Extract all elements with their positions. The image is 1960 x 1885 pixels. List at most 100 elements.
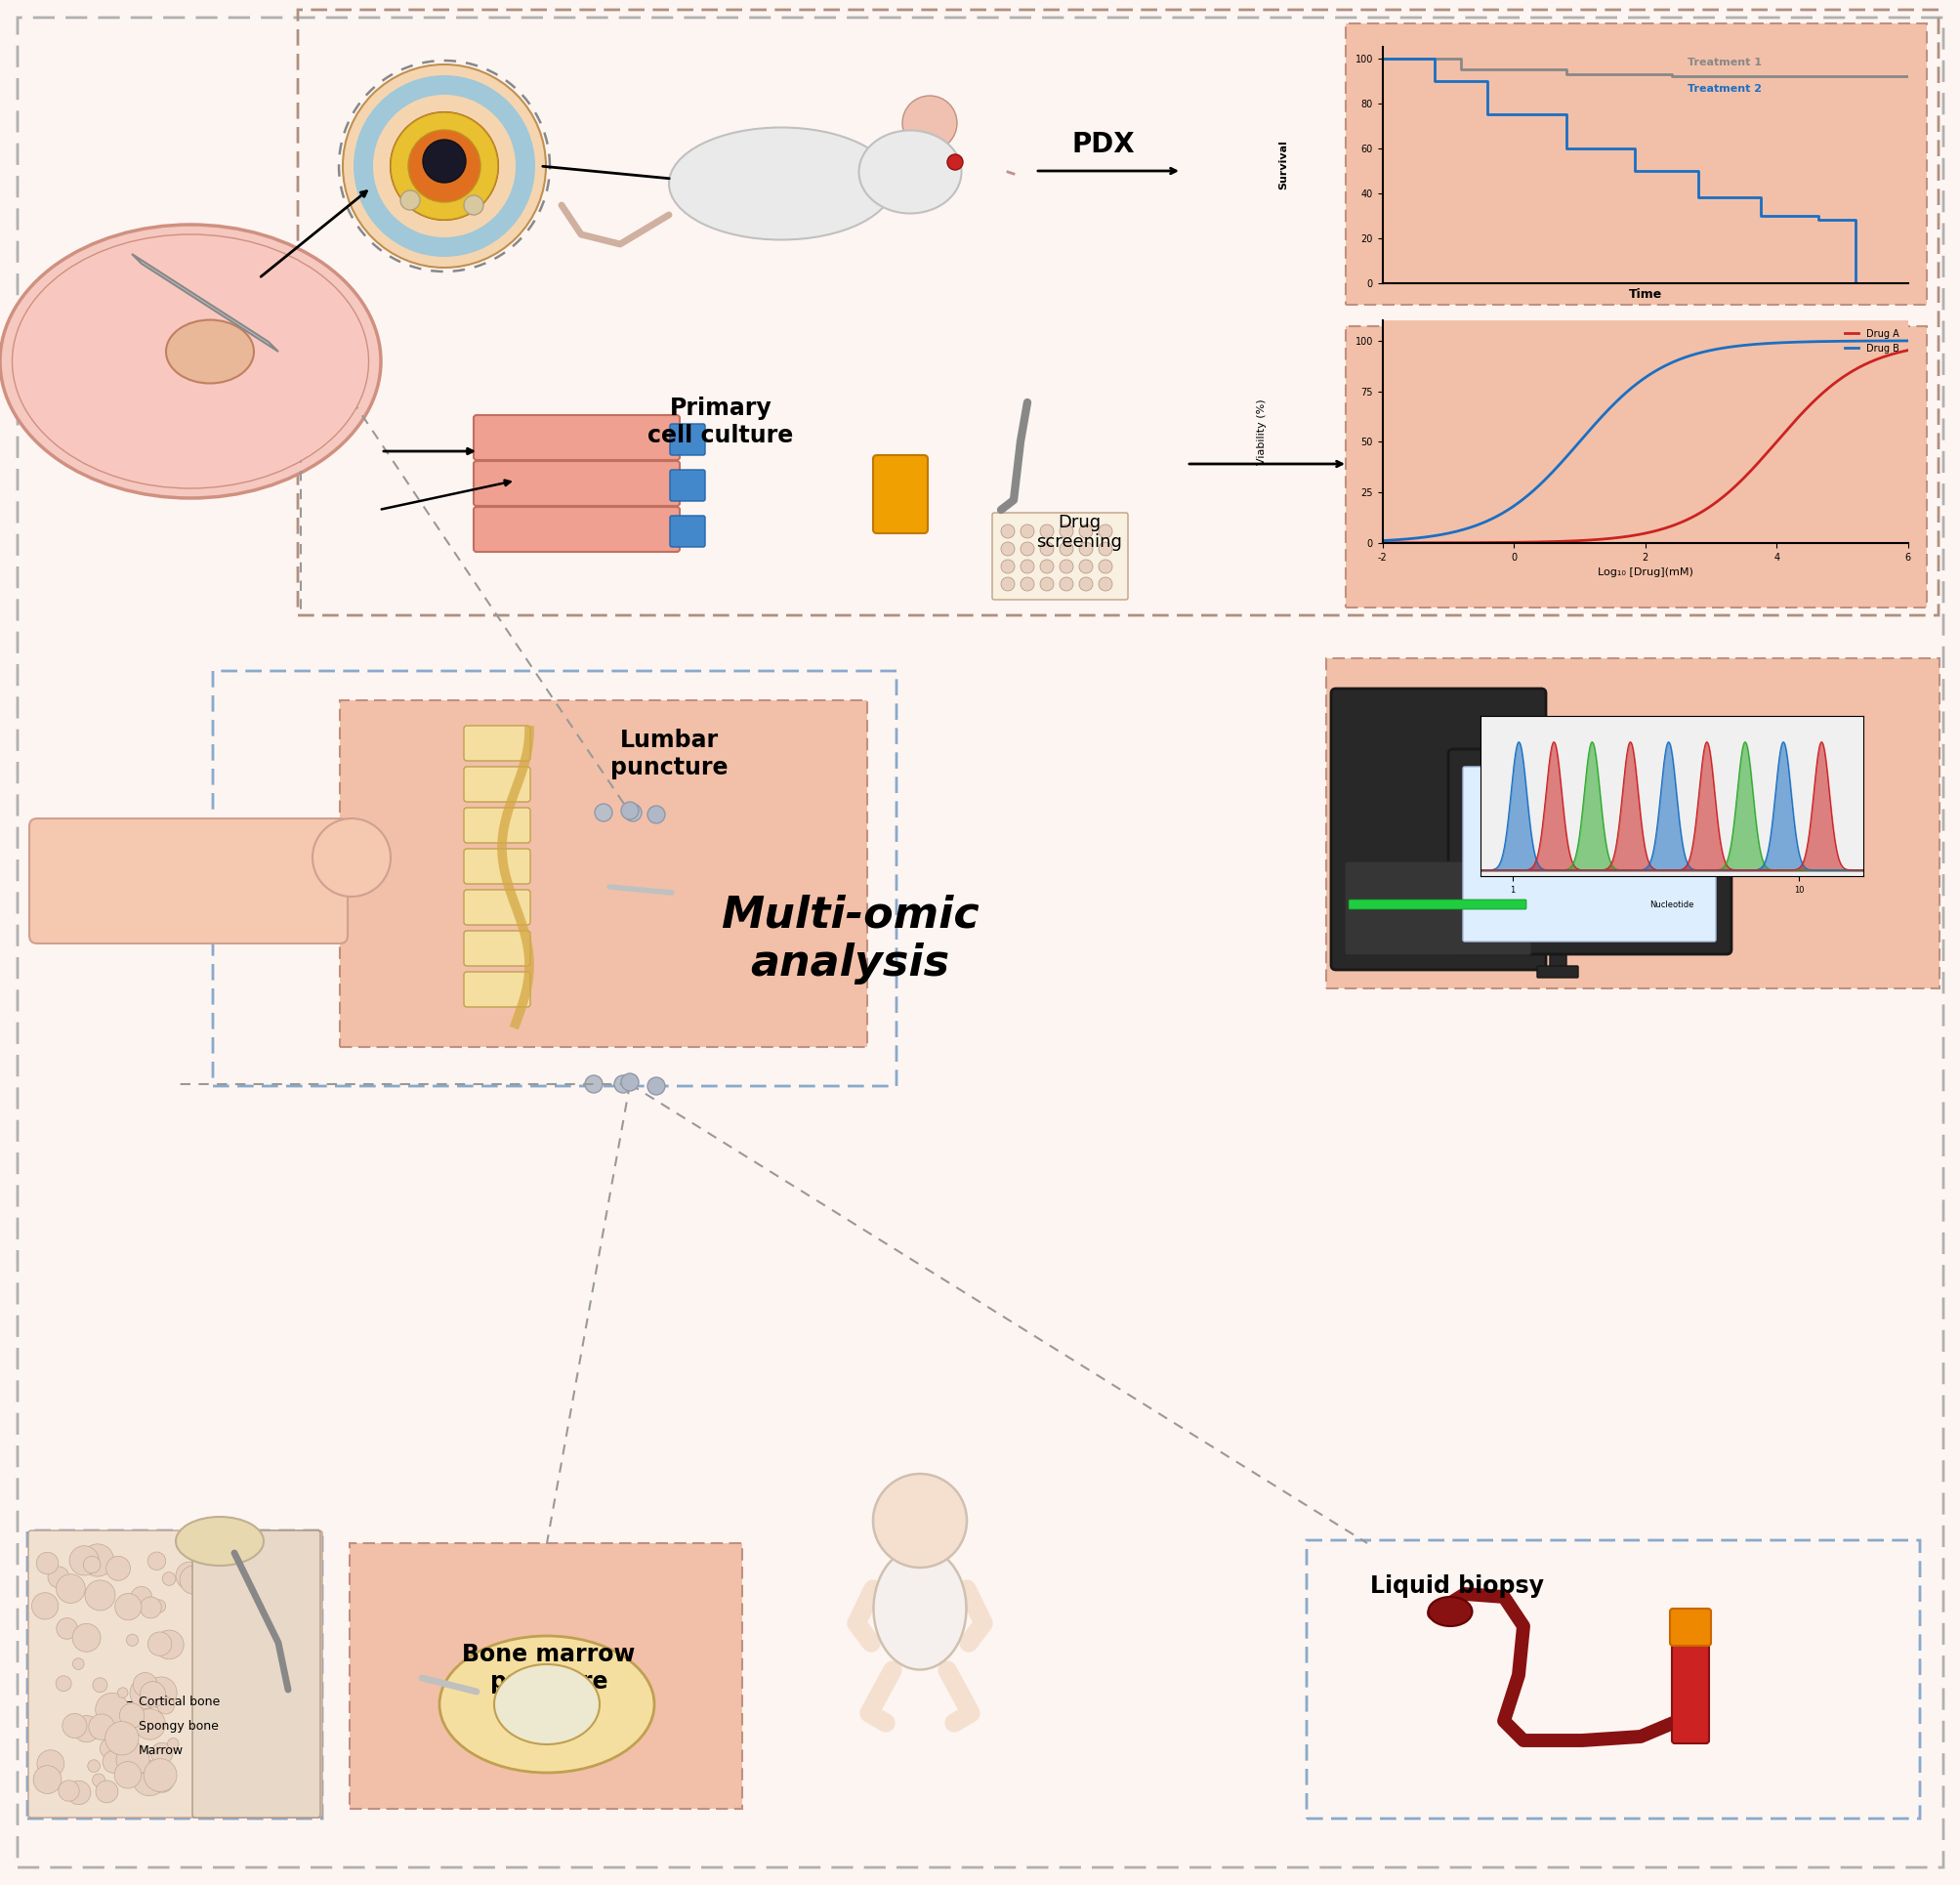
Circle shape <box>59 1781 78 1802</box>
FancyBboxPatch shape <box>465 848 529 884</box>
FancyBboxPatch shape <box>670 469 706 501</box>
Circle shape <box>116 1593 141 1619</box>
Ellipse shape <box>872 1548 966 1670</box>
Circle shape <box>133 1672 157 1696</box>
Circle shape <box>129 1678 161 1708</box>
Text: Treatment 2: Treatment 2 <box>1686 85 1760 94</box>
Ellipse shape <box>494 1664 600 1744</box>
Circle shape <box>1098 560 1111 573</box>
Circle shape <box>139 1597 161 1617</box>
Circle shape <box>343 64 545 268</box>
FancyBboxPatch shape <box>465 767 529 801</box>
Circle shape <box>180 1566 208 1595</box>
Polygon shape <box>131 254 278 352</box>
Circle shape <box>106 1557 129 1580</box>
Circle shape <box>131 1761 167 1796</box>
Circle shape <box>312 818 390 897</box>
Circle shape <box>92 1678 108 1693</box>
Circle shape <box>102 1751 125 1774</box>
Circle shape <box>647 805 664 824</box>
Ellipse shape <box>439 1636 655 1772</box>
FancyBboxPatch shape <box>1462 767 1715 941</box>
FancyBboxPatch shape <box>1448 748 1731 954</box>
FancyBboxPatch shape <box>339 701 866 1046</box>
Circle shape <box>123 1761 137 1774</box>
Circle shape <box>55 1676 71 1691</box>
Circle shape <box>96 1693 129 1727</box>
FancyBboxPatch shape <box>1345 326 1927 607</box>
Circle shape <box>623 803 641 822</box>
Circle shape <box>125 1634 139 1646</box>
Y-axis label: Survival: Survival <box>1278 139 1288 190</box>
Circle shape <box>131 1587 151 1608</box>
Circle shape <box>98 1593 112 1606</box>
Circle shape <box>116 1744 149 1776</box>
Circle shape <box>1078 524 1092 537</box>
Circle shape <box>84 1580 116 1610</box>
Circle shape <box>1000 560 1013 573</box>
X-axis label: Nucleotide: Nucleotide <box>1648 901 1693 909</box>
FancyBboxPatch shape <box>192 1531 319 1817</box>
Ellipse shape <box>12 234 368 488</box>
FancyBboxPatch shape <box>465 807 529 843</box>
Text: Treatment 1: Treatment 1 <box>1686 57 1760 68</box>
Circle shape <box>63 1713 86 1738</box>
Circle shape <box>167 1738 178 1749</box>
Circle shape <box>1058 577 1072 590</box>
Circle shape <box>147 1551 165 1570</box>
FancyBboxPatch shape <box>27 1531 321 1817</box>
Circle shape <box>390 113 498 221</box>
Y-axis label: Viability (%): Viability (%) <box>1256 398 1266 466</box>
Circle shape <box>96 1781 118 1802</box>
Circle shape <box>872 1474 966 1568</box>
Text: Cortical bone: Cortical bone <box>139 1695 220 1708</box>
Text: Bone marrow
puncture: Bone marrow puncture <box>463 1644 635 1693</box>
Circle shape <box>1019 560 1033 573</box>
Circle shape <box>135 1708 165 1740</box>
Circle shape <box>1098 524 1111 537</box>
Circle shape <box>902 96 956 151</box>
Circle shape <box>123 1721 133 1732</box>
FancyBboxPatch shape <box>465 931 529 965</box>
Circle shape <box>155 1631 184 1659</box>
Circle shape <box>1058 560 1072 573</box>
Text: Multi-omic
analysis: Multi-omic analysis <box>719 893 978 984</box>
Circle shape <box>1019 543 1033 556</box>
Circle shape <box>37 1551 59 1574</box>
Circle shape <box>621 1073 639 1091</box>
Wedge shape <box>390 113 498 221</box>
FancyBboxPatch shape <box>1670 1608 1711 1646</box>
Circle shape <box>88 1761 100 1772</box>
Ellipse shape <box>668 128 894 239</box>
FancyBboxPatch shape <box>872 454 927 533</box>
Text: Primary
cell culture: Primary cell culture <box>647 396 794 447</box>
Circle shape <box>1078 543 1092 556</box>
FancyBboxPatch shape <box>465 890 529 926</box>
Circle shape <box>1098 543 1111 556</box>
Ellipse shape <box>858 130 960 213</box>
Circle shape <box>1019 577 1033 590</box>
Circle shape <box>1039 577 1053 590</box>
Circle shape <box>31 1593 59 1619</box>
X-axis label: Log₁₀ [Drug](mM): Log₁₀ [Drug](mM) <box>1597 567 1691 577</box>
Circle shape <box>1058 543 1072 556</box>
Circle shape <box>621 801 639 820</box>
Circle shape <box>1039 560 1053 573</box>
Circle shape <box>73 1659 84 1670</box>
Circle shape <box>153 1600 165 1614</box>
Ellipse shape <box>1427 1597 1472 1627</box>
Circle shape <box>157 1696 174 1713</box>
FancyBboxPatch shape <box>29 818 347 944</box>
Circle shape <box>1098 577 1111 590</box>
Circle shape <box>100 1738 120 1759</box>
FancyBboxPatch shape <box>465 726 529 762</box>
X-axis label: Time: Time <box>1627 288 1662 302</box>
Circle shape <box>82 1544 114 1576</box>
Text: PDX: PDX <box>1072 130 1135 158</box>
Text: Marrow: Marrow <box>139 1744 184 1757</box>
Ellipse shape <box>0 224 380 498</box>
Circle shape <box>114 1761 141 1789</box>
Circle shape <box>147 1632 172 1655</box>
Circle shape <box>176 1563 204 1589</box>
Circle shape <box>84 1557 100 1574</box>
